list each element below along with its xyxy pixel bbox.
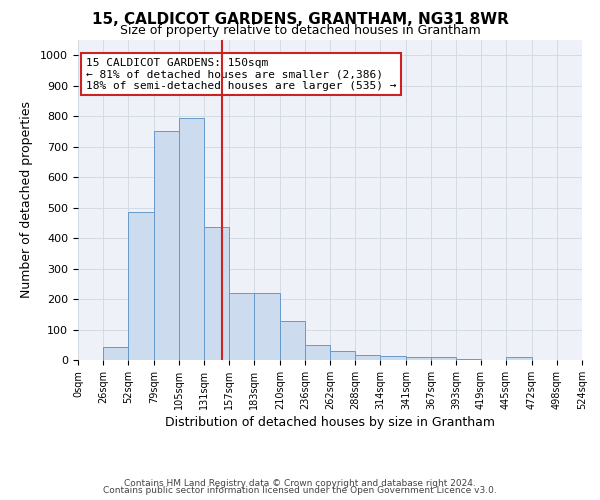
Bar [330, 352, 355, 360]
Bar [406, 357, 431, 360]
Bar [154, 132, 179, 360]
Bar [506, 357, 532, 360]
Bar [380, 356, 406, 360]
Text: Size of property relative to detached houses in Grantham: Size of property relative to detached ho… [119, 24, 481, 37]
Text: 15 CALDICOT GARDENS: 150sqm
← 81% of detached houses are smaller (2,386)
18% of : 15 CALDICOT GARDENS: 150sqm ← 81% of det… [86, 58, 396, 91]
Bar [254, 293, 280, 360]
Bar [280, 322, 305, 360]
Bar [128, 212, 154, 360]
Bar [229, 293, 254, 360]
Bar [103, 347, 128, 360]
Bar [431, 357, 456, 360]
Text: 15, CALDICOT GARDENS, GRANTHAM, NG31 8WR: 15, CALDICOT GARDENS, GRANTHAM, NG31 8WR [92, 12, 508, 28]
Bar [204, 227, 229, 360]
X-axis label: Distribution of detached houses by size in Grantham: Distribution of detached houses by size … [165, 416, 495, 429]
Y-axis label: Number of detached properties: Number of detached properties [20, 102, 34, 298]
Bar [305, 345, 330, 360]
Text: Contains HM Land Registry data © Crown copyright and database right 2024.: Contains HM Land Registry data © Crown c… [124, 478, 476, 488]
Bar [355, 356, 380, 360]
Bar [179, 118, 204, 360]
Text: Contains public sector information licensed under the Open Government Licence v3: Contains public sector information licen… [103, 486, 497, 495]
